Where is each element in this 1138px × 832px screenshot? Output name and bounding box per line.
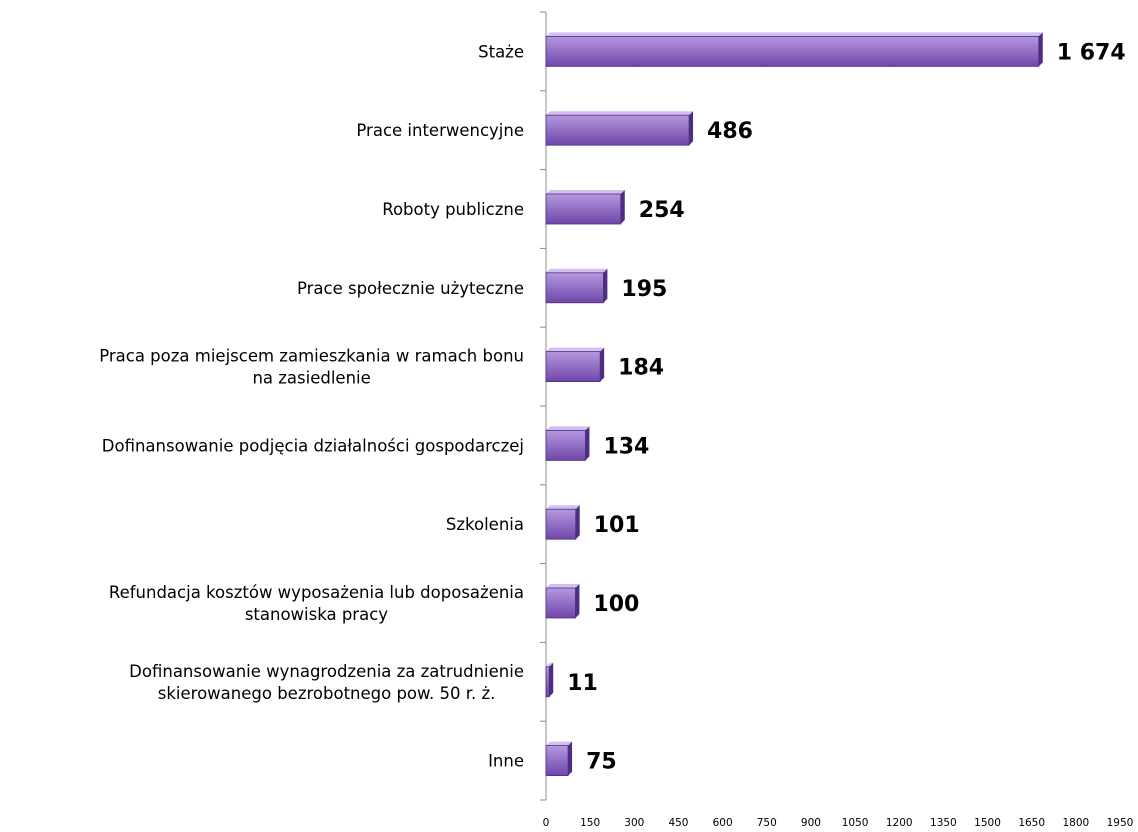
x-tick-label: 600	[713, 817, 733, 829]
category-label: Staże	[478, 42, 524, 61]
bar-side-face	[568, 741, 573, 776]
category-label: Inne	[488, 752, 524, 771]
x-tick-label: 150	[580, 817, 600, 829]
bar-side-face	[603, 268, 608, 303]
bar-side-face	[620, 190, 625, 224]
bar-front-face	[545, 272, 604, 304]
bar-front-face	[545, 587, 576, 619]
bar-front-face	[545, 36, 1040, 67]
value-label: 1 674	[1057, 40, 1126, 65]
bar-side-face	[575, 584, 580, 618]
bar-top-face	[546, 190, 625, 194]
category-labels: Staże Prace interwencyjne Roboty publiczne…	[99, 42, 524, 770]
bar-front-face	[545, 745, 569, 776]
x-tick-label: 1650	[1018, 817, 1045, 829]
bar-front-face	[545, 351, 601, 383]
bar-side-face	[1038, 32, 1043, 67]
value-label: 11	[567, 671, 598, 696]
x-tick-label: 0	[543, 817, 550, 829]
category-label: Prace społecznie użyteczne	[297, 279, 524, 298]
category-label: Dofinansowanie podjęcia działalności gos…	[102, 436, 524, 455]
bar-side-face	[689, 111, 694, 146]
bar-top-face	[546, 111, 694, 116]
category-label: Szkolenia	[446, 515, 524, 534]
x-tick-label: 1050	[842, 817, 869, 829]
x-tick-labels: 0 150 300 450 600 750 900 1050 1200 1350 1500 1650 1…	[543, 817, 1134, 829]
bar-top-face	[546, 584, 580, 588]
category-label: Prace interwencyjne	[356, 121, 524, 140]
axes	[540, 11, 547, 801]
x-tick-label: 450	[668, 817, 688, 829]
bar-front-face	[545, 114, 690, 146]
value-label: 101	[594, 513, 640, 538]
bar	[545, 268, 608, 304]
value-label: 184	[618, 356, 664, 381]
bar	[545, 505, 580, 540]
bar-side-face	[585, 426, 590, 461]
x-tick-label: 1200	[886, 817, 913, 829]
bar-side-face	[549, 662, 554, 697]
bar	[545, 32, 1043, 67]
bar	[545, 584, 580, 619]
bar-front-face	[545, 193, 622, 225]
bar-top-face	[546, 268, 608, 273]
category-label: Roboty publiczne	[382, 200, 524, 219]
value-label: 75	[586, 750, 617, 775]
bar-top-face	[546, 347, 605, 352]
bar-side-face	[600, 347, 605, 382]
category-label: Refundacja kosztów wyposażenia lub dopos…	[109, 583, 524, 624]
x-tick-label: 1500	[974, 817, 1001, 829]
x-tick-label: 1950	[1107, 817, 1134, 829]
x-tick-label: 750	[757, 817, 777, 829]
category-label: Praca poza miejscem zamieszkania w ramac…	[99, 347, 524, 388]
value-label: 254	[639, 198, 685, 223]
bar-front-face	[545, 508, 577, 540]
bar	[545, 190, 625, 225]
value-label: 195	[621, 277, 667, 302]
bar-top-face	[546, 741, 573, 746]
bar-side-face	[575, 505, 580, 540]
bar-top-face	[546, 662, 554, 667]
value-label: 134	[603, 434, 649, 459]
x-tick-label: 300	[624, 817, 644, 829]
bar-top-face	[546, 32, 1043, 37]
bar-top-face	[546, 505, 580, 510]
bar	[545, 426, 590, 461]
bar	[545, 741, 573, 776]
x-tick-label: 1800	[1062, 817, 1089, 829]
x-tick-label: 900	[801, 817, 821, 829]
bar-front-face	[545, 429, 586, 461]
bars	[545, 32, 1043, 776]
bar-front-face	[545, 666, 550, 698]
bar	[545, 111, 694, 146]
category-label: Dofinansowanie wynagrodzenia za zatrudni…	[129, 662, 524, 703]
value-labels: 1 674 486 254 195 184 134 101 100 11 75	[567, 40, 1125, 774]
x-tick-label: 1350	[930, 817, 957, 829]
value-label: 100	[593, 592, 639, 617]
bar	[545, 347, 605, 383]
value-label: 486	[707, 119, 753, 144]
bar-top-face	[546, 426, 590, 431]
bar	[545, 662, 554, 698]
